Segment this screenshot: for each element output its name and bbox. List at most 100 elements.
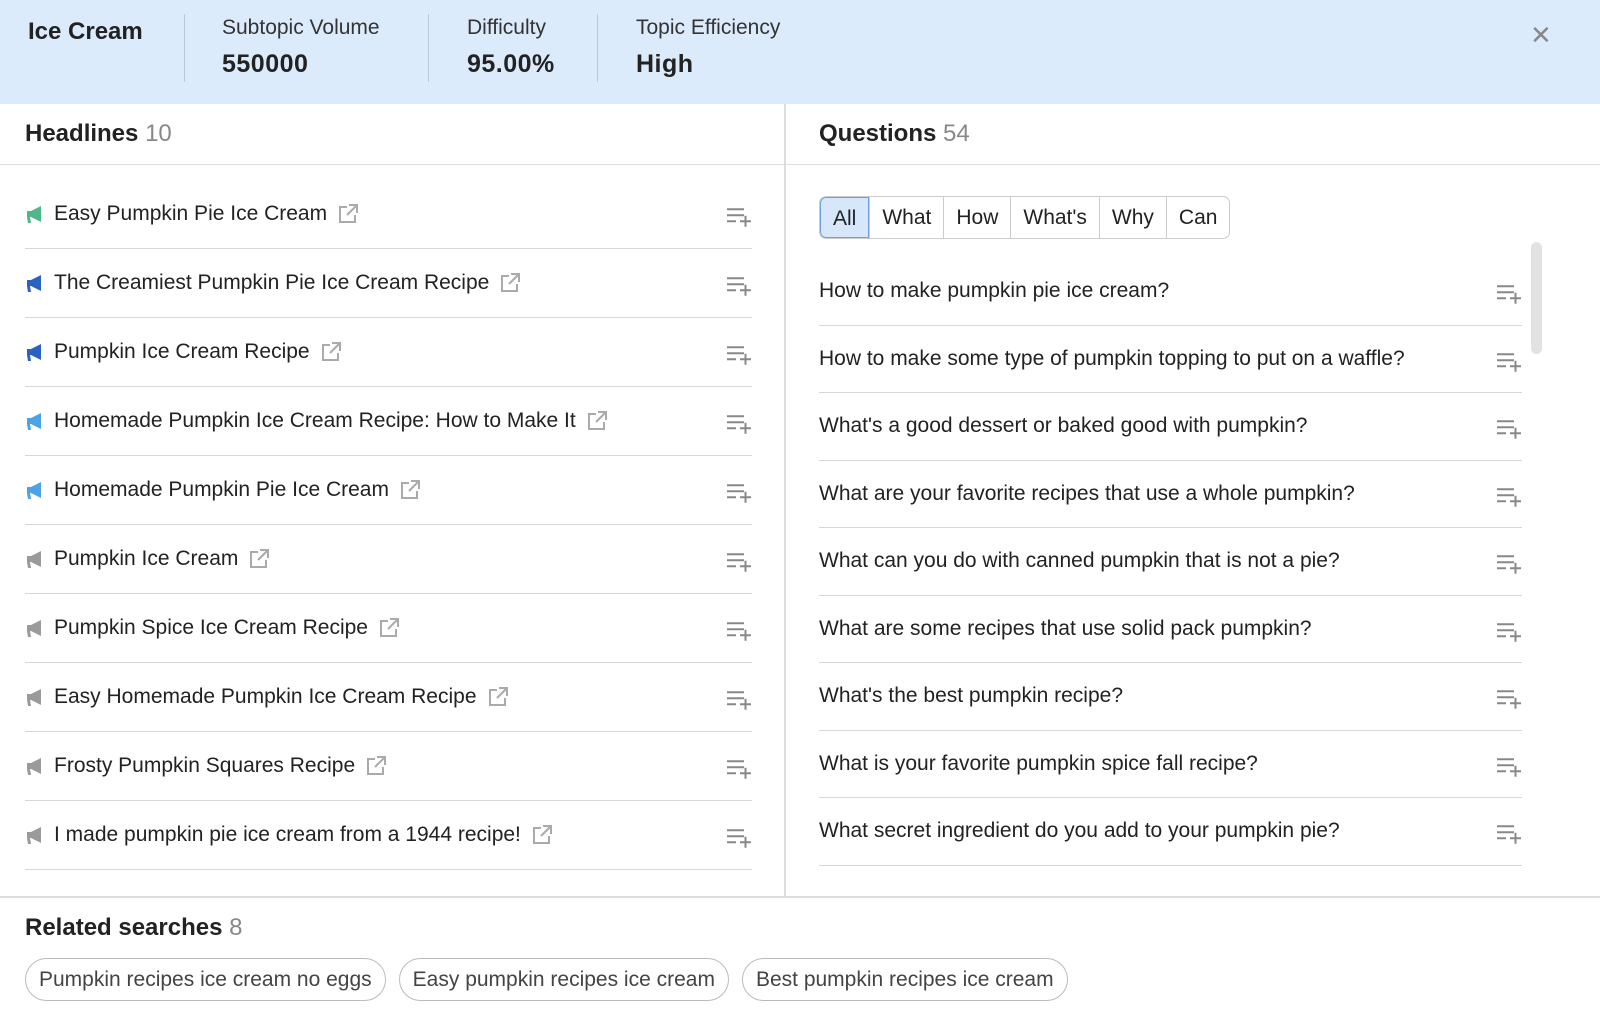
headline-row[interactable]: I made pumpkin pie ice cream from a 1944… xyxy=(25,801,752,870)
add-to-list-icon[interactable] xyxy=(726,688,752,710)
metric-topic-efficiency: Topic Efficiency High xyxy=(636,16,780,79)
headline-text: Homemade Pumpkin Ice Cream Recipe: How t… xyxy=(54,409,576,432)
megaphone-icon xyxy=(27,206,41,223)
related-count: 8 xyxy=(229,914,243,941)
topic-header: Ice Cream Subtopic Volume 550000 Difficul… xyxy=(0,0,1600,104)
questions-count: 54 xyxy=(943,120,970,147)
filter-tab[interactable]: Can xyxy=(1165,197,1230,238)
related-search-chip[interactable]: Easy pumpkin recipes ice cream xyxy=(398,958,729,1001)
headline-row[interactable]: The Creamiest Pumpkin Pie Ice Cream Reci… xyxy=(25,249,752,318)
question-text: What secret ingredient do you add to you… xyxy=(819,819,1340,843)
add-to-list-icon[interactable] xyxy=(1496,822,1522,844)
headline-row[interactable]: Frosty Pumpkin Squares Recipe xyxy=(25,732,752,801)
headline-text: Pumpkin Ice Cream Recipe xyxy=(54,340,310,363)
add-to-list-icon[interactable] xyxy=(1496,282,1522,304)
add-to-list-icon[interactable] xyxy=(1496,552,1522,574)
external-link-icon[interactable] xyxy=(399,479,421,501)
add-to-list-icon[interactable] xyxy=(726,481,752,503)
add-to-list-icon[interactable] xyxy=(726,205,752,227)
question-row[interactable]: How to make pumpkin pie ice cream? xyxy=(819,258,1522,326)
metric-subtopic-volume: Subtopic Volume 550000 xyxy=(222,16,380,79)
headline-row[interactable]: Pumpkin Ice Cream Recipe xyxy=(25,318,752,387)
headline-row[interactable]: Easy Pumpkin Pie Ice Cream xyxy=(25,180,752,249)
add-to-list-icon[interactable] xyxy=(726,274,752,296)
metric-label: Subtopic Volume xyxy=(222,16,380,39)
external-link-icon[interactable] xyxy=(531,824,553,846)
metric-label: Topic Efficiency xyxy=(636,16,781,39)
megaphone-icon xyxy=(27,551,41,568)
topic-title: Ice Cream xyxy=(28,18,143,45)
question-row[interactable]: What's the best pumpkin recipe? xyxy=(819,663,1522,731)
headline-row[interactable]: Homemade Pumpkin Ice Cream Recipe: How t… xyxy=(25,387,752,456)
filter-tab[interactable]: All xyxy=(820,197,870,238)
add-to-list-icon[interactable] xyxy=(1496,620,1522,642)
external-link-icon[interactable] xyxy=(499,272,521,294)
headline-row[interactable]: Homemade Pumpkin Pie Ice Cream xyxy=(25,456,752,525)
megaphone-icon xyxy=(27,275,41,292)
megaphone-icon xyxy=(27,413,41,430)
close-icon[interactable]: ✕ xyxy=(1530,20,1552,50)
question-text: What's a good dessert or baked good with… xyxy=(819,414,1308,438)
filter-tab[interactable]: What's xyxy=(1010,197,1099,238)
external-link-icon[interactable] xyxy=(586,410,608,432)
question-row[interactable]: What's a good dessert or baked good with… xyxy=(819,393,1522,461)
add-to-list-icon[interactable] xyxy=(1496,485,1522,507)
metric-value: High xyxy=(636,50,694,78)
question-filter-tabs: All What How What's Why Can xyxy=(819,196,1231,239)
question-row[interactable]: How to make some type of pumpkin topping… xyxy=(819,326,1522,393)
add-to-list-icon[interactable] xyxy=(726,757,752,779)
external-link-icon[interactable] xyxy=(378,617,400,639)
divider xyxy=(0,896,1600,898)
megaphone-icon xyxy=(27,827,41,844)
related-label: Related searches xyxy=(25,914,223,941)
question-text: What are your favorite recipes that use … xyxy=(819,481,1355,505)
add-to-list-icon[interactable] xyxy=(726,550,752,572)
add-to-list-icon[interactable] xyxy=(726,343,752,365)
questions-title: Questions 54 xyxy=(819,120,970,148)
question-text: What's the best pumpkin recipe? xyxy=(819,684,1123,708)
metric-label: Difficulty xyxy=(467,16,546,39)
headlines-title: Headlines 10 xyxy=(25,120,172,148)
divider xyxy=(428,14,429,82)
metric-value: 95.00% xyxy=(467,50,555,78)
question-text: What are some recipes that use solid pac… xyxy=(819,616,1312,640)
external-link-icon[interactable] xyxy=(365,755,387,777)
question-row[interactable]: What are your favorite recipes that use … xyxy=(819,461,1522,528)
filter-tab[interactable]: Why xyxy=(1098,197,1166,238)
question-row[interactable]: What can you do with canned pumpkin that… xyxy=(819,528,1522,596)
divider xyxy=(184,14,185,82)
external-link-icon[interactable] xyxy=(487,686,509,708)
external-link-icon[interactable] xyxy=(337,203,359,225)
megaphone-icon xyxy=(27,344,41,361)
headline-row[interactable]: Easy Homemade Pumpkin Ice Cream Recipe xyxy=(25,663,752,732)
related-search-chip[interactable]: Pumpkin recipes ice cream no eggs xyxy=(25,958,386,1001)
question-row[interactable]: What is your favorite pumpkin spice fall… xyxy=(819,731,1522,798)
headline-row[interactable]: Pumpkin Spice Ice Cream Recipe xyxy=(25,594,752,663)
filter-tab[interactable]: How xyxy=(943,197,1010,238)
headline-text: Frosty Pumpkin Squares Recipe xyxy=(54,754,356,777)
add-to-list-icon[interactable] xyxy=(726,619,752,641)
external-link-icon[interactable] xyxy=(320,341,342,363)
megaphone-icon xyxy=(27,689,41,706)
question-row[interactable]: What secret ingredient do you add to you… xyxy=(819,798,1522,866)
headline-text: I made pumpkin pie ice cream from a 1944… xyxy=(54,823,521,846)
add-to-list-icon[interactable] xyxy=(726,826,752,848)
add-to-list-icon[interactable] xyxy=(726,412,752,434)
related-search-chip[interactable]: Best pumpkin recipes ice cream xyxy=(741,958,1068,1001)
related-searches-title: Related searches 8 xyxy=(25,914,242,942)
external-link-icon[interactable] xyxy=(248,548,270,570)
megaphone-icon xyxy=(27,758,41,775)
add-to-list-icon[interactable] xyxy=(1496,687,1522,709)
megaphone-icon xyxy=(27,482,41,499)
add-to-list-icon[interactable] xyxy=(1496,417,1522,439)
headline-row[interactable]: Pumpkin Ice Cream xyxy=(25,525,752,594)
related-chips: Pumpkin recipes ice cream no eggs Easy pu… xyxy=(25,958,1068,1001)
headline-text: Easy Pumpkin Pie Ice Cream xyxy=(54,202,328,225)
question-row[interactable]: What are some recipes that use solid pac… xyxy=(819,596,1522,663)
add-to-list-icon[interactable] xyxy=(1496,755,1522,777)
headline-text: Pumpkin Ice Cream xyxy=(54,547,239,570)
add-to-list-icon[interactable] xyxy=(1496,350,1522,372)
filter-tab[interactable]: What xyxy=(869,197,943,238)
divider xyxy=(0,164,1600,165)
scrollbar[interactable] xyxy=(1531,242,1542,354)
